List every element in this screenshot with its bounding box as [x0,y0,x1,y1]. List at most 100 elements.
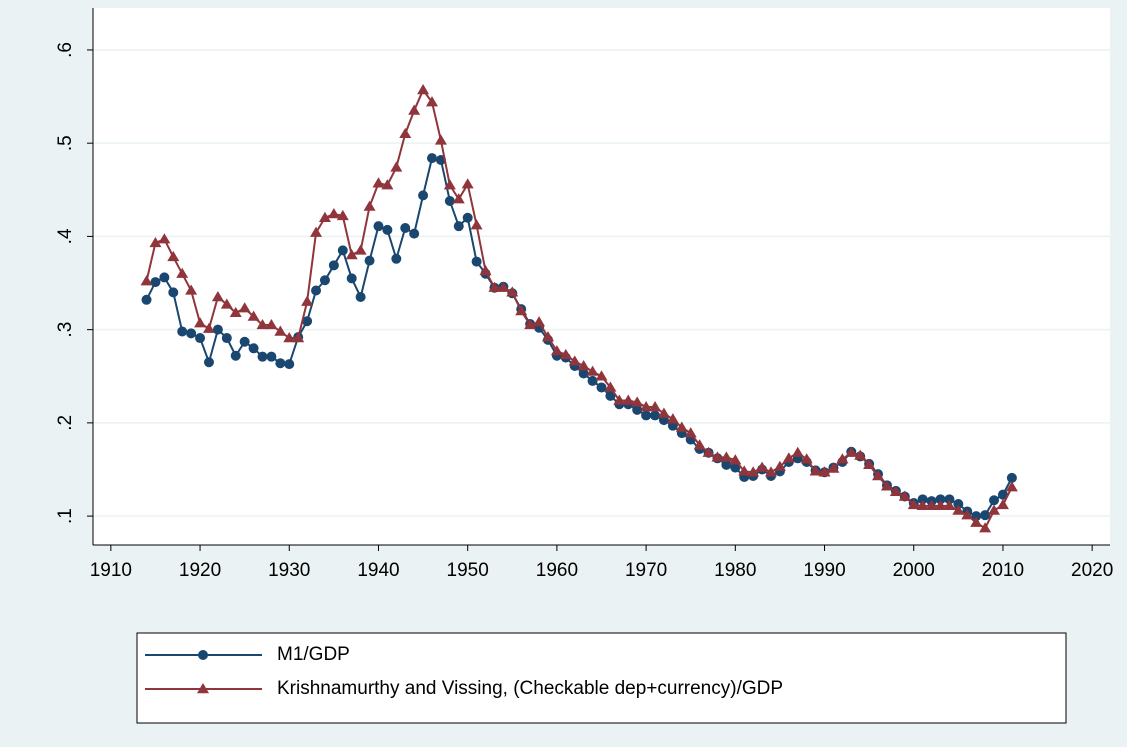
marker [729,454,742,465]
marker [479,264,492,276]
marker [176,267,189,278]
marker [836,453,849,464]
marker [641,410,652,421]
marker [230,350,241,361]
marker [229,306,242,318]
plot-area [93,8,1110,545]
marker [221,333,232,344]
marker [336,209,349,221]
marker [980,510,991,521]
legend-marker [198,650,208,660]
legend-marker [197,683,209,694]
y-tick-label: .3 [55,322,76,338]
marker [311,285,322,296]
marker [417,84,430,95]
marker [238,302,251,313]
marker [578,368,589,379]
marker [952,504,965,515]
marker [302,316,313,327]
marker [533,316,546,327]
marker [337,245,348,256]
marker [925,499,938,511]
x-tick-label: 1940 [357,560,399,581]
marker [363,200,376,211]
legend-box [136,632,1067,724]
marker [550,345,563,356]
marker [586,365,599,376]
x-tick-label: 1960 [536,560,578,581]
marker [328,260,339,271]
marker [721,459,732,470]
x-tick-label: 2000 [893,560,935,581]
marker [791,446,804,457]
marker [872,470,885,481]
marker [693,439,706,450]
marker [284,359,295,370]
marker [140,275,153,286]
marker [444,195,455,206]
marker [327,208,340,219]
marker [283,332,296,343]
marker [738,465,751,476]
marker [613,394,626,405]
x-tick-label: 1910 [90,560,132,581]
marker [675,421,688,432]
marker [150,277,161,288]
marker [640,401,653,412]
marker [720,451,733,462]
marker [266,351,277,362]
marker [167,250,180,262]
marker [827,462,840,473]
marker [391,253,402,264]
marker [934,499,947,511]
marker [650,410,661,421]
marker [265,318,278,330]
marker [953,498,964,509]
marker [195,333,206,344]
marker [657,407,670,418]
marker [434,134,447,145]
marker [159,272,170,283]
marker [274,325,287,336]
marker [256,318,269,330]
marker [355,292,366,303]
marker [301,295,314,306]
y-tick-label: .6 [55,42,76,58]
marker [257,351,268,362]
marker [168,287,179,298]
marker [765,466,777,477]
marker [399,127,412,139]
marker [979,522,992,533]
marker [524,318,537,330]
marker [211,291,224,302]
marker [373,221,384,232]
x-tick-label: 1970 [625,560,667,581]
marker [158,233,171,244]
marker [310,226,323,237]
marker [372,177,385,188]
marker [782,452,795,463]
marker [381,179,394,190]
marker [747,466,760,477]
marker [988,504,1001,515]
marker [292,332,305,343]
marker [177,326,188,337]
marker [711,451,724,462]
marker [194,317,207,328]
marker [382,224,393,235]
marker [773,460,786,471]
marker [944,494,955,505]
marker [185,284,198,295]
marker [997,489,1008,500]
marker [666,413,679,424]
marker [605,390,616,401]
marker [809,465,822,476]
marker [453,221,464,232]
x-tick-label: 1980 [714,560,756,581]
marker [212,324,223,335]
marker [409,228,420,239]
marker [863,458,876,470]
marker [220,298,233,309]
marker [364,255,375,266]
marker [649,401,662,412]
